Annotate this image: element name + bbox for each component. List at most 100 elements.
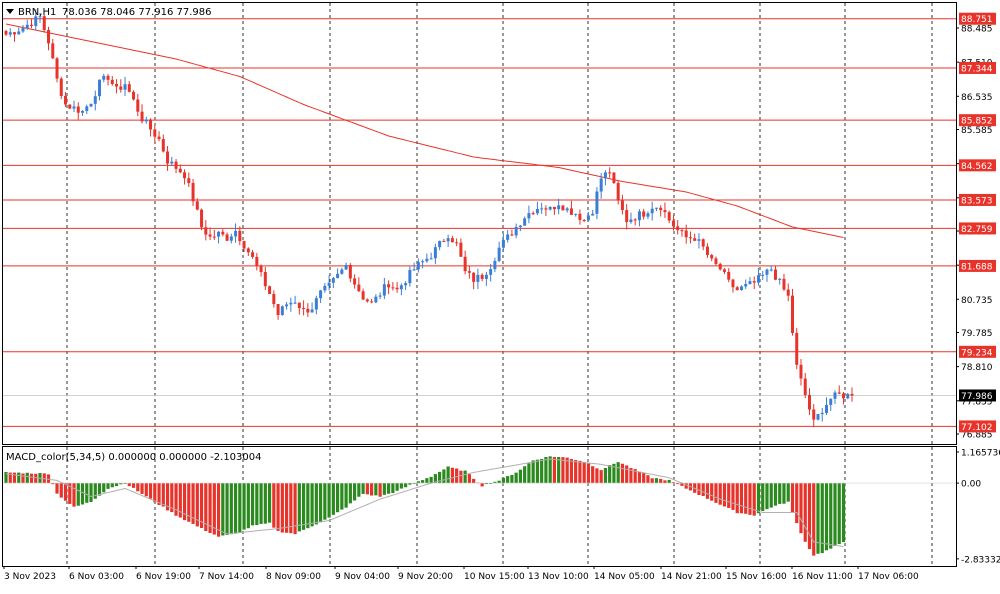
price-axis: 88.48587.51086.53585.58584.61083.63582.6… xyxy=(956,12,1000,565)
candle-body xyxy=(353,278,357,285)
candle xyxy=(446,234,450,247)
candle xyxy=(272,290,276,308)
level-tag-background xyxy=(959,159,996,172)
candle xyxy=(178,164,182,174)
macd-bar xyxy=(659,478,663,484)
candle-body xyxy=(548,206,552,210)
candle xyxy=(586,211,590,221)
candle-body xyxy=(565,208,569,211)
candle xyxy=(123,76,127,96)
macd-bar xyxy=(684,483,688,489)
candle xyxy=(438,240,442,251)
candle-body xyxy=(718,263,722,270)
candle xyxy=(480,273,484,282)
candle xyxy=(773,265,777,281)
macd-bar xyxy=(586,463,591,484)
candle xyxy=(625,204,629,230)
price-tick-label: 79.785 xyxy=(961,329,993,339)
moving-average xyxy=(5,23,844,238)
candle-body xyxy=(429,258,433,260)
candle xyxy=(518,224,522,232)
candle-body xyxy=(64,95,68,105)
candle-body xyxy=(629,219,633,223)
level-tag-label: 85.852 xyxy=(961,117,993,127)
candle xyxy=(391,282,395,291)
candle-body xyxy=(234,230,238,237)
candle xyxy=(221,229,225,237)
candle-body xyxy=(102,75,106,80)
candle xyxy=(850,387,854,402)
macd-bar xyxy=(676,483,680,485)
macd-bar xyxy=(501,477,505,484)
candle-body xyxy=(106,75,110,80)
level-price-tag: 79.234 xyxy=(959,345,996,358)
candle-body xyxy=(255,256,259,266)
candle-body xyxy=(38,16,42,18)
candle xyxy=(59,76,63,100)
candle xyxy=(510,229,514,237)
candle xyxy=(382,277,386,300)
candle xyxy=(574,213,578,217)
candle xyxy=(340,267,344,275)
candle xyxy=(718,262,722,271)
macd-bar xyxy=(131,483,136,488)
candle xyxy=(697,233,701,249)
candle-body xyxy=(510,234,514,236)
candle-body xyxy=(72,106,76,109)
candle-body xyxy=(650,208,654,214)
chevron-down-icon[interactable] xyxy=(6,9,14,14)
candle-body xyxy=(93,96,97,104)
macd-bar xyxy=(425,478,429,484)
macd-bar xyxy=(259,483,263,524)
candle xyxy=(280,305,284,316)
candle-body xyxy=(790,295,794,333)
candle xyxy=(263,266,267,291)
macd-bar xyxy=(408,483,412,485)
candle xyxy=(157,131,161,142)
macd-bar xyxy=(778,483,782,504)
macd-bar xyxy=(25,472,29,484)
candle xyxy=(731,278,735,293)
candle-body xyxy=(535,209,539,214)
macd-bar xyxy=(344,483,348,508)
time-tick-label: 6 Nov 19:00 xyxy=(136,572,191,582)
macd-bar xyxy=(80,483,85,505)
candle-body xyxy=(59,78,63,96)
candle-body xyxy=(306,308,310,313)
candle xyxy=(302,300,306,316)
candle xyxy=(204,220,208,241)
time-tick-label: 10 Nov 15:00 xyxy=(464,572,525,582)
candle xyxy=(476,268,480,290)
macd-bar xyxy=(110,483,114,488)
candle-body xyxy=(221,231,225,235)
level-tag-label: 77.102 xyxy=(961,423,993,433)
macd-bar xyxy=(714,483,718,503)
candle xyxy=(654,207,658,212)
macd-bar xyxy=(323,483,327,520)
candle-body xyxy=(663,210,667,213)
candle-body xyxy=(348,265,352,279)
macd-bar xyxy=(289,483,293,534)
candle-body xyxy=(527,213,531,219)
macd-bar xyxy=(722,483,727,507)
ohlc-values: 78.036 78.046 77.916 77.986 xyxy=(62,7,212,18)
candle xyxy=(268,285,272,295)
macd-bar xyxy=(127,483,131,487)
macd-bar xyxy=(250,483,255,526)
candle xyxy=(119,79,123,93)
macd-bar xyxy=(812,483,816,556)
candle-body xyxy=(268,286,272,295)
macd-bar xyxy=(238,483,242,533)
candle-body xyxy=(467,271,471,273)
macd-bar xyxy=(497,480,501,484)
macd-bar xyxy=(119,483,123,485)
candle xyxy=(174,159,178,174)
macd-bar xyxy=(450,467,454,484)
candle-body xyxy=(756,275,760,283)
candle-body xyxy=(442,241,446,243)
candle-body xyxy=(297,302,301,309)
candle-body xyxy=(314,298,318,310)
candle-body xyxy=(586,215,590,221)
